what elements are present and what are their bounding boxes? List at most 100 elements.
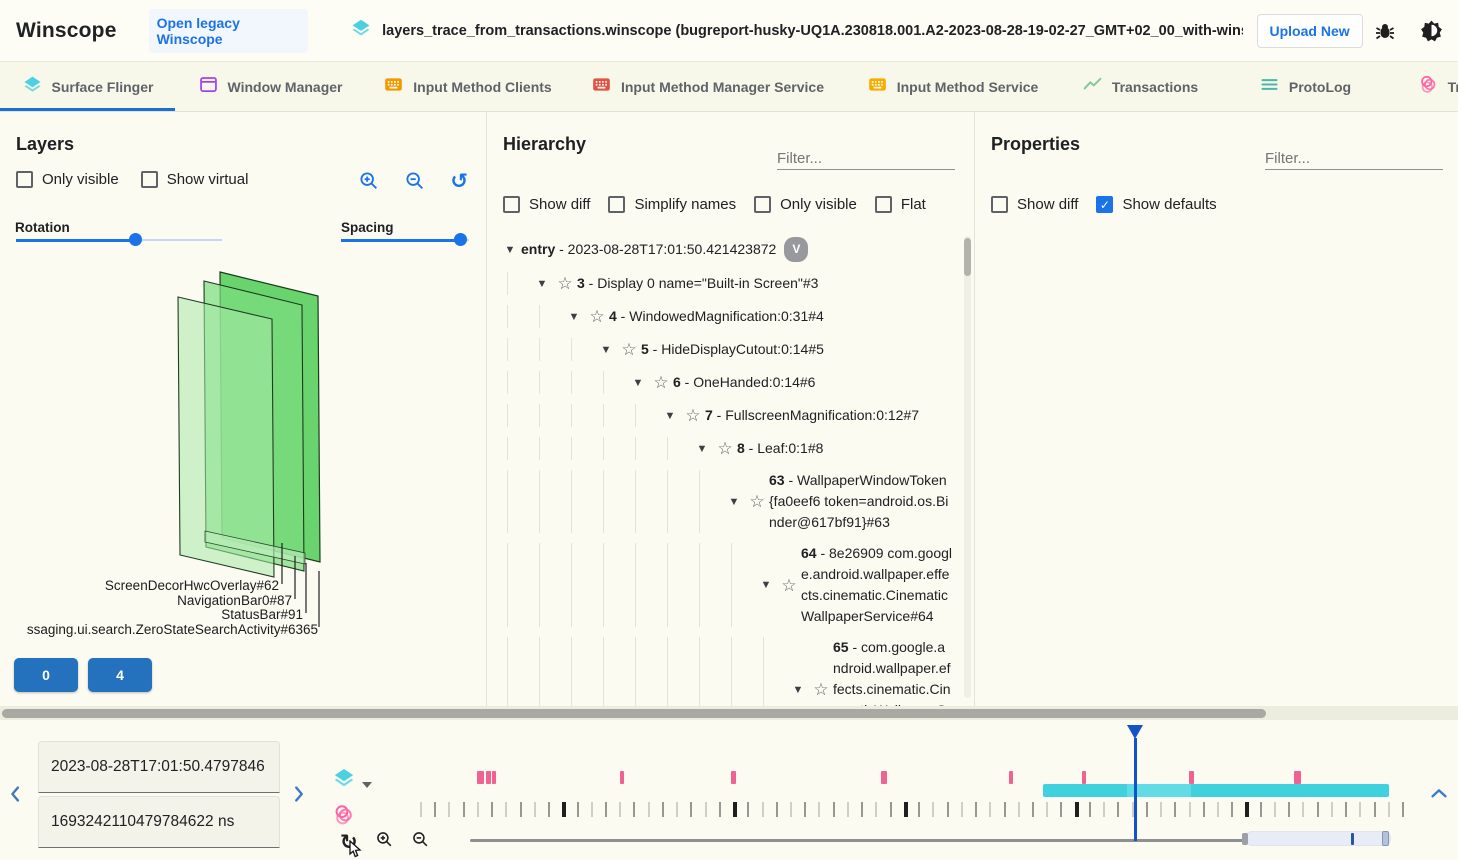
upload-new-button[interactable]: Upload New [1256,13,1363,48]
star-icon[interactable]: ☆ [557,274,573,293]
tree-node-65[interactable]: ▼ ☆ 65 - com.google.android.wallpaper.effe… [499,632,952,706]
collapse-timeline-button[interactable] [1428,782,1450,806]
tree-node-3[interactable]: ▼ ☆ 3 - Display 0 name="Built-in Screen"#3 [499,267,952,300]
timeline-cursor-handle[interactable] [1127,725,1143,739]
open-legacy-link[interactable]: Open legacy Winscope [148,8,309,53]
checkbox-box[interactable] [16,171,33,188]
tab-input-method-manager-service[interactable]: Input Method Manager Service [570,62,845,111]
transition-marker[interactable] [1189,771,1194,784]
properties-filter-input[interactable] [1265,148,1443,170]
tab-window-manager[interactable]: Window Manager [175,62,365,111]
layers-checkbox-show-virtual[interactable]: Show virtual [140,171,248,188]
expand-arrow-icon[interactable]: ▼ [696,442,708,455]
star-icon[interactable]: ☆ [813,680,829,699]
tree-node-64[interactable]: ▼ ☆ 64 - 8e26909 com.google.android.wallpa… [499,538,952,632]
bug-report-icon[interactable] [1373,18,1397,44]
transition-marker[interactable] [486,771,491,784]
hierarchy-filter-input[interactable] [777,148,955,170]
tab-transitions[interactable]: Transitions [1390,62,1458,111]
timeline-zoom-track[interactable] [470,838,1245,842]
checkbox-box[interactable]: ✓ [1096,196,1114,213]
timestamp-ns-input[interactable] [38,796,280,848]
expand-arrow-icon[interactable]: ▼ [568,310,580,323]
layers-3d-view[interactable] [0,112,487,706]
tree-node-63[interactable]: ▼ ☆ 63 - WallpaperWindowToken{fa0eef6 toke… [499,465,952,538]
tab-input-method-service[interactable]: Input Method Service [845,62,1060,111]
expand-arrow-icon[interactable]: ▼ [536,277,548,290]
star-icon[interactable]: ☆ [717,439,733,458]
expand-arrow-icon[interactable]: ▼ [632,376,644,389]
hierarchy-scrollbar[interactable] [964,236,971,698]
rotation-slider-thumb[interactable] [129,233,143,246]
transition-marker[interactable] [1082,771,1086,784]
tab-input-method-clients[interactable]: Input Method Clients [365,62,570,111]
tab-surface-flinger[interactable]: Surface Flinger [0,62,175,111]
expand-arrow-icon[interactable]: ▼ [728,495,740,508]
expand-arrow-icon[interactable]: ▼ [792,683,804,696]
checkbox-box[interactable] [991,196,1008,213]
reset-view-icon[interactable]: ↺ [450,169,468,193]
checkbox-box[interactable] [874,196,892,213]
previous-entry-button[interactable] [6,782,28,806]
spacing-slider[interactable] [341,231,469,249]
expand-arrow-icon[interactable]: ▼ [760,579,772,591]
zoom-window-right-handle[interactable] [1382,831,1389,846]
tree-node-6[interactable]: ▼ ☆ 6 - OneHanded:0:14#6 [499,366,952,399]
tree-node-entry[interactable]: ▼ entry - 2023-08-28T17:01:50.421423872 V [499,232,952,267]
hierarchy-scrollbar-thumb[interactable] [964,238,971,276]
reset-zoom-icon[interactable]: ↻ [340,830,358,854]
transition-marker[interactable] [620,771,624,784]
timeline-zoom-in-icon[interactable] [375,830,394,854]
expand-arrow-icon[interactable]: ▼ [664,409,676,422]
timeline-cursor-line[interactable] [1133,738,1137,841]
tree-node-4[interactable]: ▼ ☆ 4 - WindowedMagnification:0:31#4 [499,300,952,333]
tab-transactions[interactable]: Transactions [1060,62,1220,111]
trace-selection-bar[interactable] [1043,784,1389,797]
zoom-window-left-handle[interactable] [1242,833,1248,845]
layers-checkbox-only-visible[interactable]: Only visible [16,171,119,188]
checkbox-box[interactable] [608,196,626,213]
tree-node-7[interactable]: ▼ ☆ 7 - FullscreenMagnification:0:12#7 [499,399,952,432]
checkbox-box[interactable] [754,196,772,213]
hierarchy-checkbox-show-diff[interactable]: Show diff [503,196,590,213]
star-icon[interactable]: ☆ [621,340,637,359]
timestamp-human-input[interactable] [38,741,280,793]
hierarchy-checkbox-simplify-names[interactable]: Simplify names [608,196,736,213]
trace-dropdown-caret[interactable] [362,782,372,788]
zoom-out-icon[interactable] [404,170,426,192]
tab-protolog[interactable]: ProtoLog [1220,62,1390,111]
transition-marker[interactable] [731,771,736,784]
display-button-4[interactable]: 4 [88,658,152,692]
dark-mode-toggle-icon[interactable] [1419,18,1444,44]
next-entry-button[interactable] [288,782,310,806]
surface-flinger-trace-icon[interactable] [332,766,388,795]
rotation-slider[interactable] [16,231,222,249]
star-icon[interactable]: ☆ [781,575,797,595]
spacing-slider-thumb[interactable] [454,233,468,246]
star-icon[interactable]: ☆ [685,406,701,425]
checkbox-box[interactable] [140,171,158,188]
properties-checkbox-show-defaults[interactable]: ✓ Show defaults [1096,196,1217,213]
tree-node-5[interactable]: ▼ ☆ 5 - HideDisplayCutout:0:14#5 [499,333,952,366]
transition-marker[interactable] [881,771,887,784]
transitions-trace-icon[interactable] [332,803,388,832]
main-horizontal-scrollbar-thumb[interactable] [2,708,1266,718]
transition-marker[interactable] [1009,771,1013,784]
star-icon[interactable]: ☆ [653,373,669,392]
properties-checkbox-show-diff[interactable]: Show diff [991,196,1078,213]
star-icon[interactable]: ☆ [589,307,605,326]
main-horizontal-scrollbar[interactable] [0,706,1458,720]
transition-marker[interactable] [1294,771,1301,784]
display-button-0[interactable]: 0 [14,658,78,692]
transition-marker[interactable] [492,771,496,784]
expand-arrow-icon[interactable]: ▼ [504,243,516,256]
timeline-zoom-window[interactable] [1245,831,1391,846]
hierarchy-checkbox-only-visible[interactable]: Only visible [754,196,857,213]
tree-node-8[interactable]: ▼ ☆ 8 - Leaf:0:1#8 [499,432,952,465]
zoom-in-icon[interactable] [358,170,380,192]
transition-marker[interactable] [477,771,484,784]
expand-arrow-icon[interactable]: ▼ [600,343,612,356]
star-icon[interactable]: ☆ [749,492,765,511]
hierarchy-checkbox-flat[interactable]: Flat [874,196,926,213]
timeline-zoom-out-icon[interactable] [411,830,430,854]
